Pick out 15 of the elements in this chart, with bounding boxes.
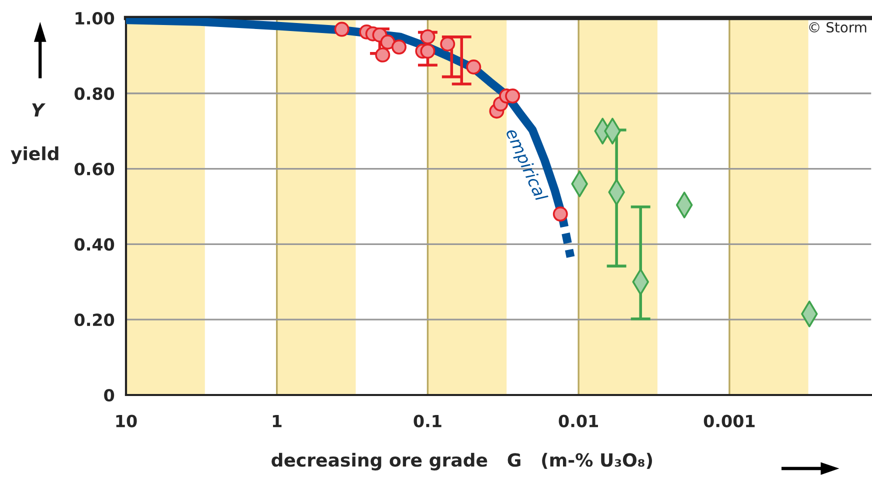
x-tick-label: 1 — [272, 414, 282, 428]
x-tick-label: 0.001 — [704, 414, 755, 428]
y-axis-title: yield — [10, 146, 58, 164]
y-tick-label: 0 — [104, 388, 114, 402]
x-axis-title: decreasing ore grade G (m-% U₃O₈) — [272, 452, 652, 470]
text: Y — [32, 103, 46, 117]
annotation: © Storm — [809, 22, 866, 33]
x-tick-label: 10 — [116, 414, 137, 428]
y-tick-label: 0.60 — [74, 162, 114, 176]
y-tick-label: 0.80 — [74, 87, 114, 100]
y-tick-label: 1.00 — [76, 12, 114, 25]
y-tick-label: 0.20 — [74, 314, 114, 326]
x-tick-label: 0.1 — [414, 414, 442, 428]
x-tick-label: 0.01 — [558, 414, 598, 428]
y-tick-label: 0.40 — [74, 238, 114, 251]
